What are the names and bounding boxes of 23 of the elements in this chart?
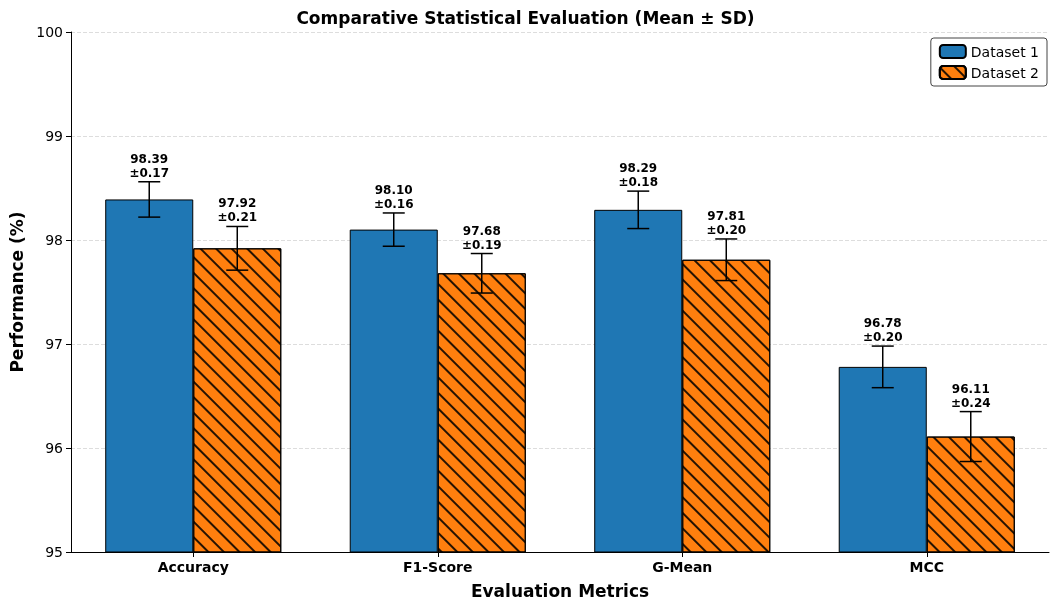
y-axis-title: Performance (%) <box>6 211 27 373</box>
data-label: 96.78 ±0.20 <box>862 316 903 345</box>
x-tick-label: F1-Score <box>402 559 473 575</box>
y-tick-label: 99 <box>45 128 63 144</box>
legend-label: Dataset 1 <box>970 43 1040 60</box>
data-label: 96.11 ±0.24 <box>950 381 991 410</box>
y-tick-label: 100 <box>36 24 63 40</box>
y-tick-label: 98 <box>45 232 63 248</box>
y-tick-label: 95 <box>45 544 63 560</box>
data-label: 98.39 ±0.17 <box>129 151 170 180</box>
x-tick-label: G-Mean <box>652 559 713 575</box>
data-label: 97.92 ±0.21 <box>217 196 258 225</box>
y-tick-label: 97 <box>45 336 63 352</box>
data-label: 98.10 ±0.16 <box>373 182 414 211</box>
y-tick-label: 96 <box>45 440 64 456</box>
data-label: 97.81 ±0.20 <box>706 208 747 237</box>
x-tick-label: Accuracy <box>157 559 229 575</box>
data-label: 98.29 ±0.18 <box>618 161 659 190</box>
data-label: 97.68 ±0.19 <box>461 223 502 252</box>
x-axis-title: Evaluation Metrics <box>470 580 650 601</box>
chart-title: Comparative Statistical Evaluation (Mean ± SD) <box>296 7 755 28</box>
legend-label: Dataset 2 <box>970 64 1040 81</box>
x-tick-label: MCC <box>909 559 944 575</box>
